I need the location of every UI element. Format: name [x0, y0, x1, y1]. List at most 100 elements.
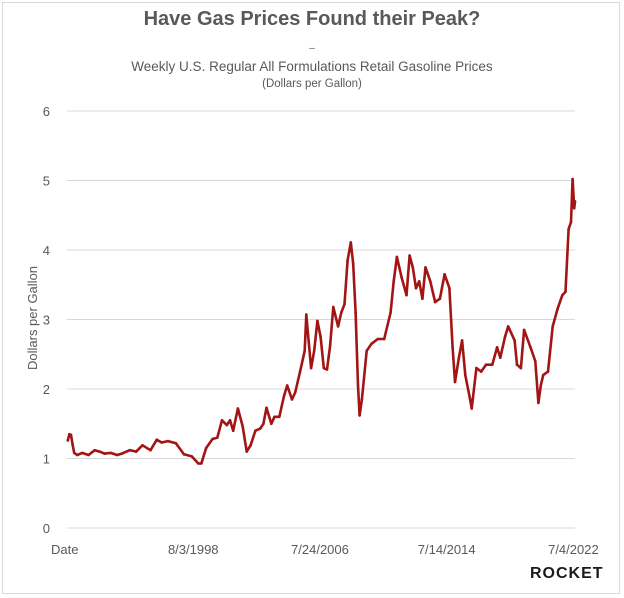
- data-point: [470, 407, 474, 410]
- data-point: [141, 444, 144, 447]
- y-axis-label: Dollars per Gallon: [25, 266, 40, 370]
- x-tick-label: 7/14/2014: [418, 542, 476, 557]
- data-point: [265, 406, 268, 410]
- data-point: [211, 437, 214, 441]
- data-point: [307, 340, 311, 344]
- data-point: [356, 384, 360, 387]
- data-point: [561, 293, 564, 297]
- data-point: [564, 290, 567, 294]
- data-point: [285, 384, 289, 387]
- data-point: [204, 446, 208, 450]
- data-point: [541, 373, 545, 377]
- x-axis-label: Date: [51, 542, 78, 557]
- data-point: [273, 415, 276, 419]
- data-point: [539, 384, 543, 387]
- data-point: [98, 450, 101, 453]
- data-point: [216, 436, 219, 439]
- data-point: [309, 366, 313, 370]
- x-tick-label: 7/24/2006: [291, 542, 349, 557]
- data-point: [155, 438, 159, 442]
- data-point: [365, 349, 369, 353]
- data-point: [305, 313, 308, 316]
- data-point: [293, 391, 297, 394]
- data-point: [438, 297, 442, 301]
- data-point: [424, 266, 427, 269]
- data-point: [460, 339, 464, 342]
- data-point: [513, 339, 516, 342]
- data-point: [429, 280, 432, 283]
- rocket-logo: ROCKET: [530, 565, 604, 582]
- data-point: [166, 439, 170, 443]
- data-point: [149, 448, 152, 452]
- data-point: [451, 346, 454, 349]
- data-point: [182, 453, 186, 456]
- y-tick-label: 5: [43, 174, 50, 189]
- data-point: [76, 453, 79, 457]
- data-point: [254, 429, 257, 433]
- data-point: [228, 419, 232, 422]
- data-point: [529, 346, 532, 349]
- data-point: [72, 451, 76, 455]
- data-point: [174, 441, 178, 445]
- data-point: [349, 241, 353, 244]
- data-point: [475, 366, 478, 370]
- data-point: [346, 259, 349, 262]
- gas-price-line: [66, 177, 577, 465]
- data-point: [515, 363, 519, 367]
- data-point: [382, 337, 386, 341]
- data-point: [569, 220, 573, 224]
- data-point: [411, 266, 415, 269]
- chart-units-subtitle: (Dollars per Gallon): [262, 78, 362, 90]
- data-point: [534, 359, 537, 363]
- data-point: [128, 448, 132, 452]
- data-point: [389, 311, 392, 314]
- y-tick-label: 0: [43, 521, 50, 536]
- data-point: [464, 373, 467, 377]
- data-point: [303, 349, 307, 353]
- data-point: [262, 422, 265, 426]
- data-point: [571, 177, 574, 181]
- data-point: [298, 371, 302, 374]
- data-point: [414, 286, 418, 290]
- data-point: [220, 419, 224, 422]
- chart-subtitle: Weekly U.S. Regular All Formulations Ret…: [131, 59, 493, 74]
- data-point: [484, 363, 488, 367]
- data-point: [270, 422, 273, 426]
- title-separator: –: [309, 43, 315, 54]
- data-point: [360, 398, 364, 401]
- data-point: [245, 450, 248, 453]
- data-point: [421, 297, 424, 301]
- data-point: [551, 325, 554, 328]
- data-point: [69, 433, 73, 437]
- data-point: [354, 311, 357, 314]
- data-point: [71, 443, 74, 446]
- y-tick-label: 3: [43, 313, 50, 328]
- data-point: [336, 325, 340, 328]
- data-point: [340, 311, 343, 314]
- data-point: [522, 328, 526, 332]
- data-point: [376, 337, 380, 341]
- data-point: [546, 370, 550, 373]
- data-point: [200, 462, 203, 465]
- data-point: [573, 200, 577, 203]
- data-point: [457, 356, 461, 360]
- data-point: [506, 325, 510, 328]
- data-point: [87, 453, 90, 457]
- x-axis-tick-labels: Date 8/3/1998 7/24/2006 7/14/2014 7/4/2022: [51, 542, 599, 557]
- data-point: [443, 273, 446, 276]
- data-point: [408, 254, 411, 257]
- data-point: [278, 415, 281, 419]
- data-point: [395, 255, 399, 259]
- data-point: [392, 280, 396, 283]
- data-point: [225, 423, 229, 427]
- data-point: [312, 349, 316, 353]
- y-tick-label: 1: [43, 452, 50, 467]
- y-tick-label: 6: [43, 104, 50, 119]
- data-point: [499, 356, 502, 360]
- data-point: [120, 452, 124, 455]
- data-point: [241, 425, 244, 428]
- data-point: [417, 280, 421, 283]
- data-point: [103, 452, 106, 455]
